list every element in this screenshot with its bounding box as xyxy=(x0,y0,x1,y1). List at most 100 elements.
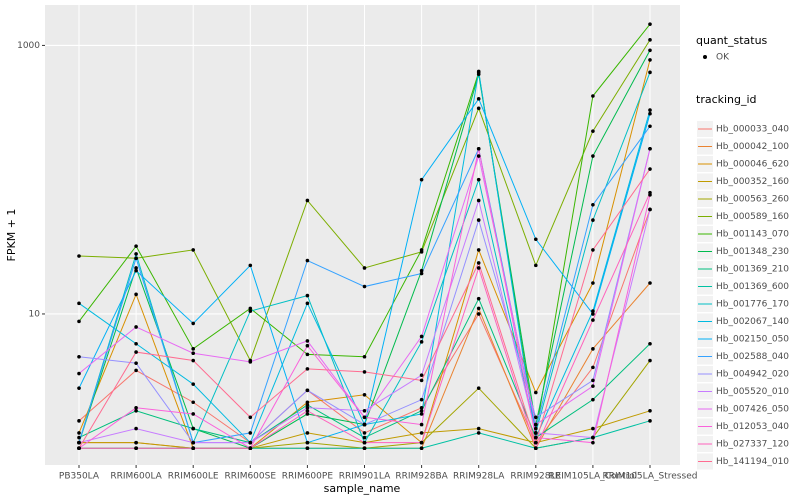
point xyxy=(248,263,253,268)
point xyxy=(305,440,310,445)
point xyxy=(77,319,81,324)
point xyxy=(419,177,424,182)
point xyxy=(476,426,481,431)
point xyxy=(591,365,595,370)
point xyxy=(77,386,81,390)
point xyxy=(534,440,538,445)
point xyxy=(591,203,595,207)
legend-label: Hb_001369_210 xyxy=(716,265,789,275)
point xyxy=(305,198,310,203)
point xyxy=(362,266,367,270)
legend-label: Hb_001369_600 xyxy=(716,282,789,292)
point xyxy=(591,94,595,98)
point xyxy=(534,237,538,242)
legend-label: Hb_000352_160 xyxy=(716,177,789,187)
point xyxy=(591,281,595,285)
point xyxy=(419,248,424,252)
point xyxy=(419,373,424,377)
legend-label: Hb_000589_160 xyxy=(716,212,789,222)
legend-shape xyxy=(703,55,707,59)
legend-label: Hb_001348_230 xyxy=(716,247,789,257)
point xyxy=(648,190,652,195)
point xyxy=(419,440,424,445)
point xyxy=(476,306,481,311)
point xyxy=(191,412,195,416)
point xyxy=(362,446,367,451)
point xyxy=(191,248,195,252)
point xyxy=(591,347,595,351)
point xyxy=(648,419,652,423)
legend-label: Hb_000046_620 xyxy=(716,160,789,170)
y-tick-label: 10 xyxy=(29,309,41,319)
point xyxy=(134,446,138,451)
point xyxy=(305,339,310,343)
point xyxy=(648,167,652,171)
point xyxy=(248,360,253,364)
point xyxy=(648,108,652,112)
point xyxy=(134,440,138,445)
point xyxy=(362,431,367,435)
point xyxy=(476,248,481,252)
point xyxy=(305,400,310,405)
x-tick-label: RRIM928BA xyxy=(395,472,448,482)
point xyxy=(191,440,195,445)
point xyxy=(77,440,81,445)
point xyxy=(305,406,310,410)
color-legend-title: tracking_id xyxy=(696,93,757,106)
point xyxy=(134,350,138,354)
point xyxy=(77,254,81,258)
point xyxy=(476,154,481,158)
x-tick-label: RRIM600SE xyxy=(225,472,277,482)
point xyxy=(648,38,652,42)
x-tick-label: RRIM928LA xyxy=(453,472,505,482)
point xyxy=(648,281,652,285)
point xyxy=(305,258,310,263)
point xyxy=(191,358,195,363)
point xyxy=(248,440,253,445)
point xyxy=(134,292,138,297)
point xyxy=(476,266,481,270)
point xyxy=(134,256,138,261)
point xyxy=(419,431,424,435)
point xyxy=(77,301,81,306)
point xyxy=(419,378,424,383)
point xyxy=(134,325,138,329)
point xyxy=(534,446,538,451)
point xyxy=(362,408,367,413)
point xyxy=(419,271,424,276)
point xyxy=(191,351,195,356)
legend-label: Hb_000042_100 xyxy=(716,142,789,152)
point xyxy=(191,446,195,451)
point xyxy=(648,58,652,62)
point xyxy=(191,321,195,326)
point xyxy=(591,309,595,313)
point xyxy=(476,106,481,111)
point xyxy=(476,69,481,74)
point xyxy=(305,367,310,371)
point xyxy=(134,406,138,410)
point xyxy=(534,435,538,440)
point xyxy=(419,446,424,451)
point xyxy=(134,252,138,256)
point xyxy=(419,268,424,273)
point xyxy=(419,412,424,416)
point xyxy=(591,154,595,158)
point xyxy=(77,371,81,376)
x-tick-label: RRIM600LE xyxy=(168,472,219,482)
legend-label: Hb_012053_040 xyxy=(716,422,789,432)
point xyxy=(419,422,424,427)
legend-label: Hb_004942_020 xyxy=(716,370,789,380)
y-axis-title: FPKM + 1 xyxy=(5,209,18,262)
y-tick-label: 1000 xyxy=(17,41,40,51)
point xyxy=(476,72,481,77)
point xyxy=(362,422,367,427)
point xyxy=(591,435,595,440)
shape-legend-title: quant_status xyxy=(696,34,768,47)
point xyxy=(534,263,538,268)
point xyxy=(476,146,481,151)
point xyxy=(591,312,595,316)
point xyxy=(134,426,138,431)
legend-label: OK xyxy=(716,53,730,63)
x-tick-label: RRIM105LA_Stressed xyxy=(603,472,698,482)
x-axis-title: sample_name xyxy=(324,482,401,495)
